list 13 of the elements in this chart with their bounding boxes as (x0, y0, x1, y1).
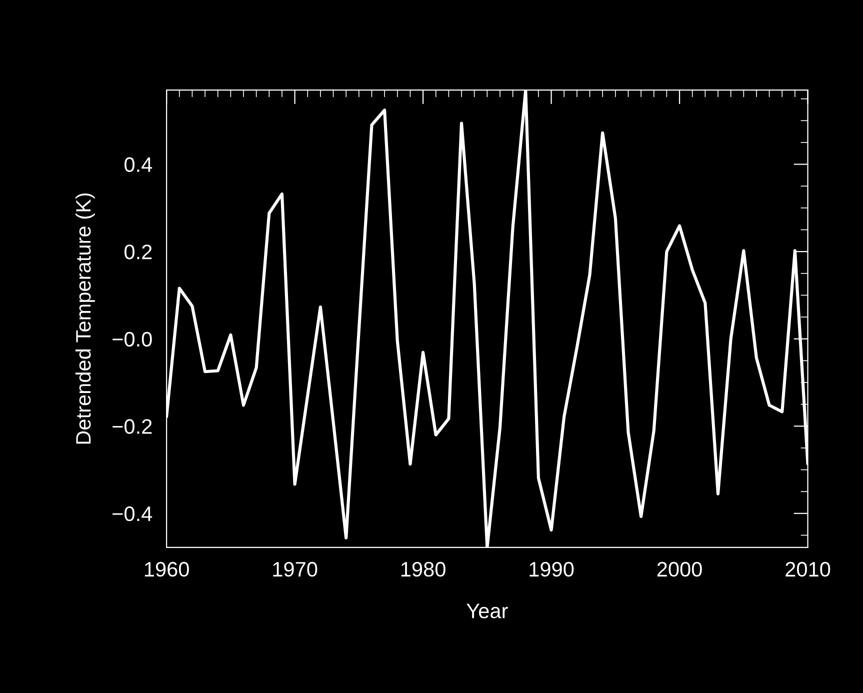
x-tick-label: 1970 (273, 562, 318, 577)
x-tick-label: 2000 (657, 562, 702, 577)
x-tick-label: 2010 (786, 562, 830, 577)
y-tick-label: 0.4 (124, 157, 152, 172)
x-tick-label: 1960 (144, 562, 189, 577)
y-axis-title: Detrended Temperature (K) (75, 193, 95, 444)
x-axis-title: Year (466, 604, 508, 618)
y-tick-label: −0.2 (112, 419, 152, 434)
y-tick-label: −0.0 (112, 332, 152, 347)
x-tick-label: 1990 (530, 562, 574, 577)
y-tick-label: −0.4 (112, 506, 152, 522)
x-tick-label: 1980 (401, 562, 446, 577)
y-tick-label: 0.2 (124, 244, 152, 260)
